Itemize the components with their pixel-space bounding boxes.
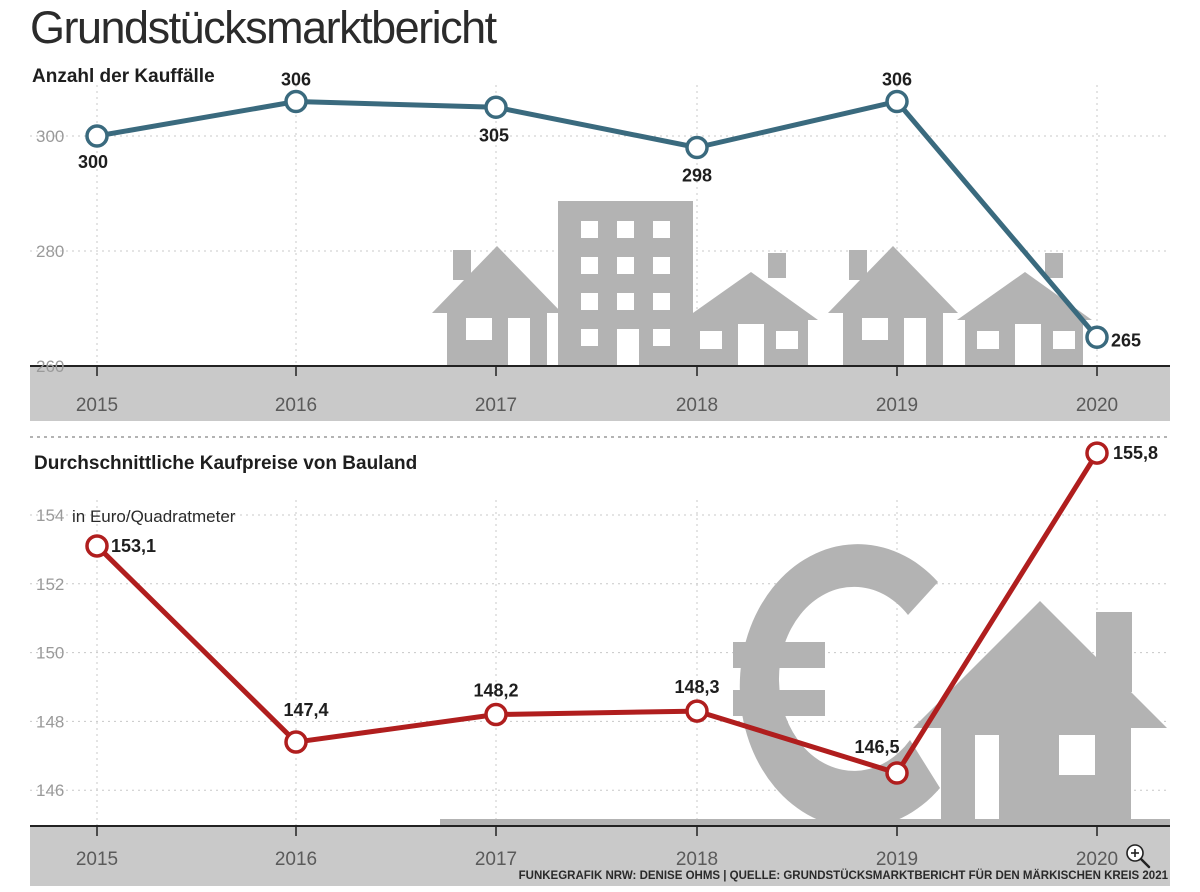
series-line: [94, 99, 1100, 340]
y-tick-label: 150: [36, 644, 64, 663]
x-tick-label: 2016: [275, 395, 317, 416]
x-tick-label: 2019: [876, 395, 918, 416]
data-point: [1085, 441, 1109, 465]
data-point: [885, 89, 909, 114]
y-tick-label: 152: [36, 575, 64, 594]
x-tick-label: 2017: [475, 849, 517, 870]
data-label: 306: [281, 70, 311, 90]
y-tick-label: 146: [36, 781, 64, 800]
x-tick-label: 2016: [275, 849, 317, 870]
chart-1-axis-band: [30, 366, 1170, 421]
data-label: 147,4: [283, 700, 328, 720]
y-tick-label: 260: [36, 357, 64, 376]
x-tick-label: 2018: [676, 395, 718, 416]
chart-1: Anzahl der Kauffälle: [30, 66, 1170, 421]
data-point: [885, 761, 909, 785]
x-tick-label: 2019: [876, 849, 918, 870]
data-point: [284, 89, 308, 114]
data-label: 298: [682, 166, 712, 186]
x-tick-label: 2015: [76, 849, 118, 870]
chart-2: Durchschnittliche Kaufpreise von Bauland…: [30, 441, 1170, 886]
data-point: [484, 702, 508, 727]
source-credit: FUNKEGRAFIK NRW: DENISE OHMS | QUELLE: G…: [519, 869, 1169, 882]
data-point: [284, 730, 308, 754]
page-title: Grundstücksmarktbericht: [30, 2, 497, 53]
data-point: [685, 699, 709, 723]
data-label: 306: [882, 70, 912, 90]
data-point: [85, 534, 109, 558]
x-tick-label: 2017: [475, 395, 517, 416]
x-tick-label: 2020: [1076, 395, 1118, 416]
y-tick-label: 148: [36, 712, 64, 731]
data-label: 155,8: [1113, 443, 1158, 463]
data-point: [85, 124, 109, 148]
euro-house-pictogram: [733, 544, 1167, 829]
y-tick-label: 280: [36, 242, 64, 261]
houses-pictogram: [432, 201, 1092, 365]
zoom-in-icon[interactable]: [1124, 842, 1152, 870]
data-point: [484, 95, 508, 119]
chart-2-title: Durchschnittliche Kaufpreise von Bauland: [34, 453, 417, 474]
x-tick-label: 2018: [676, 849, 718, 870]
data-label: 300: [78, 152, 108, 172]
data-label: 148,3: [674, 677, 719, 697]
data-label: 305: [479, 125, 509, 145]
data-point: [685, 135, 709, 160]
data-label: 265: [1111, 330, 1141, 350]
data-point: [1085, 325, 1109, 349]
chart-2-axis-band: [30, 826, 1170, 886]
x-tick-label: 2015: [76, 395, 118, 416]
chart-2-unit-label: in Euro/Quadratmeter: [72, 507, 236, 526]
data-label: 153,1: [111, 536, 156, 556]
x-tick-label: 2020: [1076, 849, 1118, 870]
series-line: [94, 450, 1100, 776]
y-tick-label: 300: [36, 127, 64, 146]
chart-1-title: Anzahl der Kauffälle: [32, 66, 215, 87]
data-label: 148,2: [473, 681, 518, 701]
data-label: 146,5: [854, 737, 899, 757]
y-tick-label: 154: [36, 506, 64, 525]
